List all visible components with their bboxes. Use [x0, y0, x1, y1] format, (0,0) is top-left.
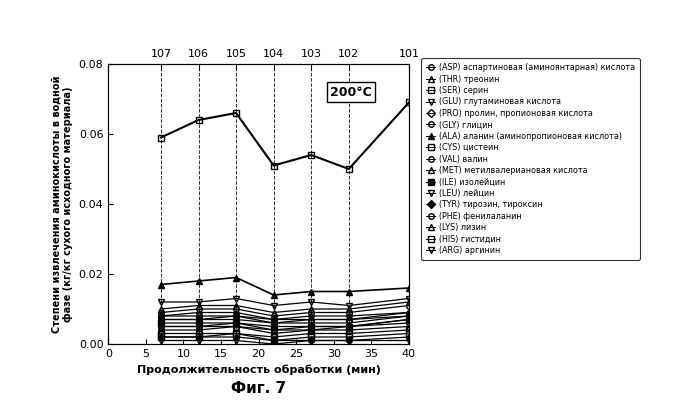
Legend: (ASP) аспартиновая (аминоянтарная) кислота, (THR) треонин, (SER) серин, (GLU) гл: (ASP) аспартиновая (аминоянтарная) кисло… [421, 58, 640, 260]
Text: 200°C: 200°C [330, 86, 372, 98]
X-axis label: Продолжительность обработки (мин): Продолжительность обработки (мин) [137, 364, 380, 375]
Text: Фиг. 7: Фиг. 7 [231, 381, 286, 396]
Y-axis label: Степени извлечения аминокислоты в водной
фазе (кг/кг сухого исходного материала): Степени извлечения аминокислоты в водной… [52, 75, 73, 333]
